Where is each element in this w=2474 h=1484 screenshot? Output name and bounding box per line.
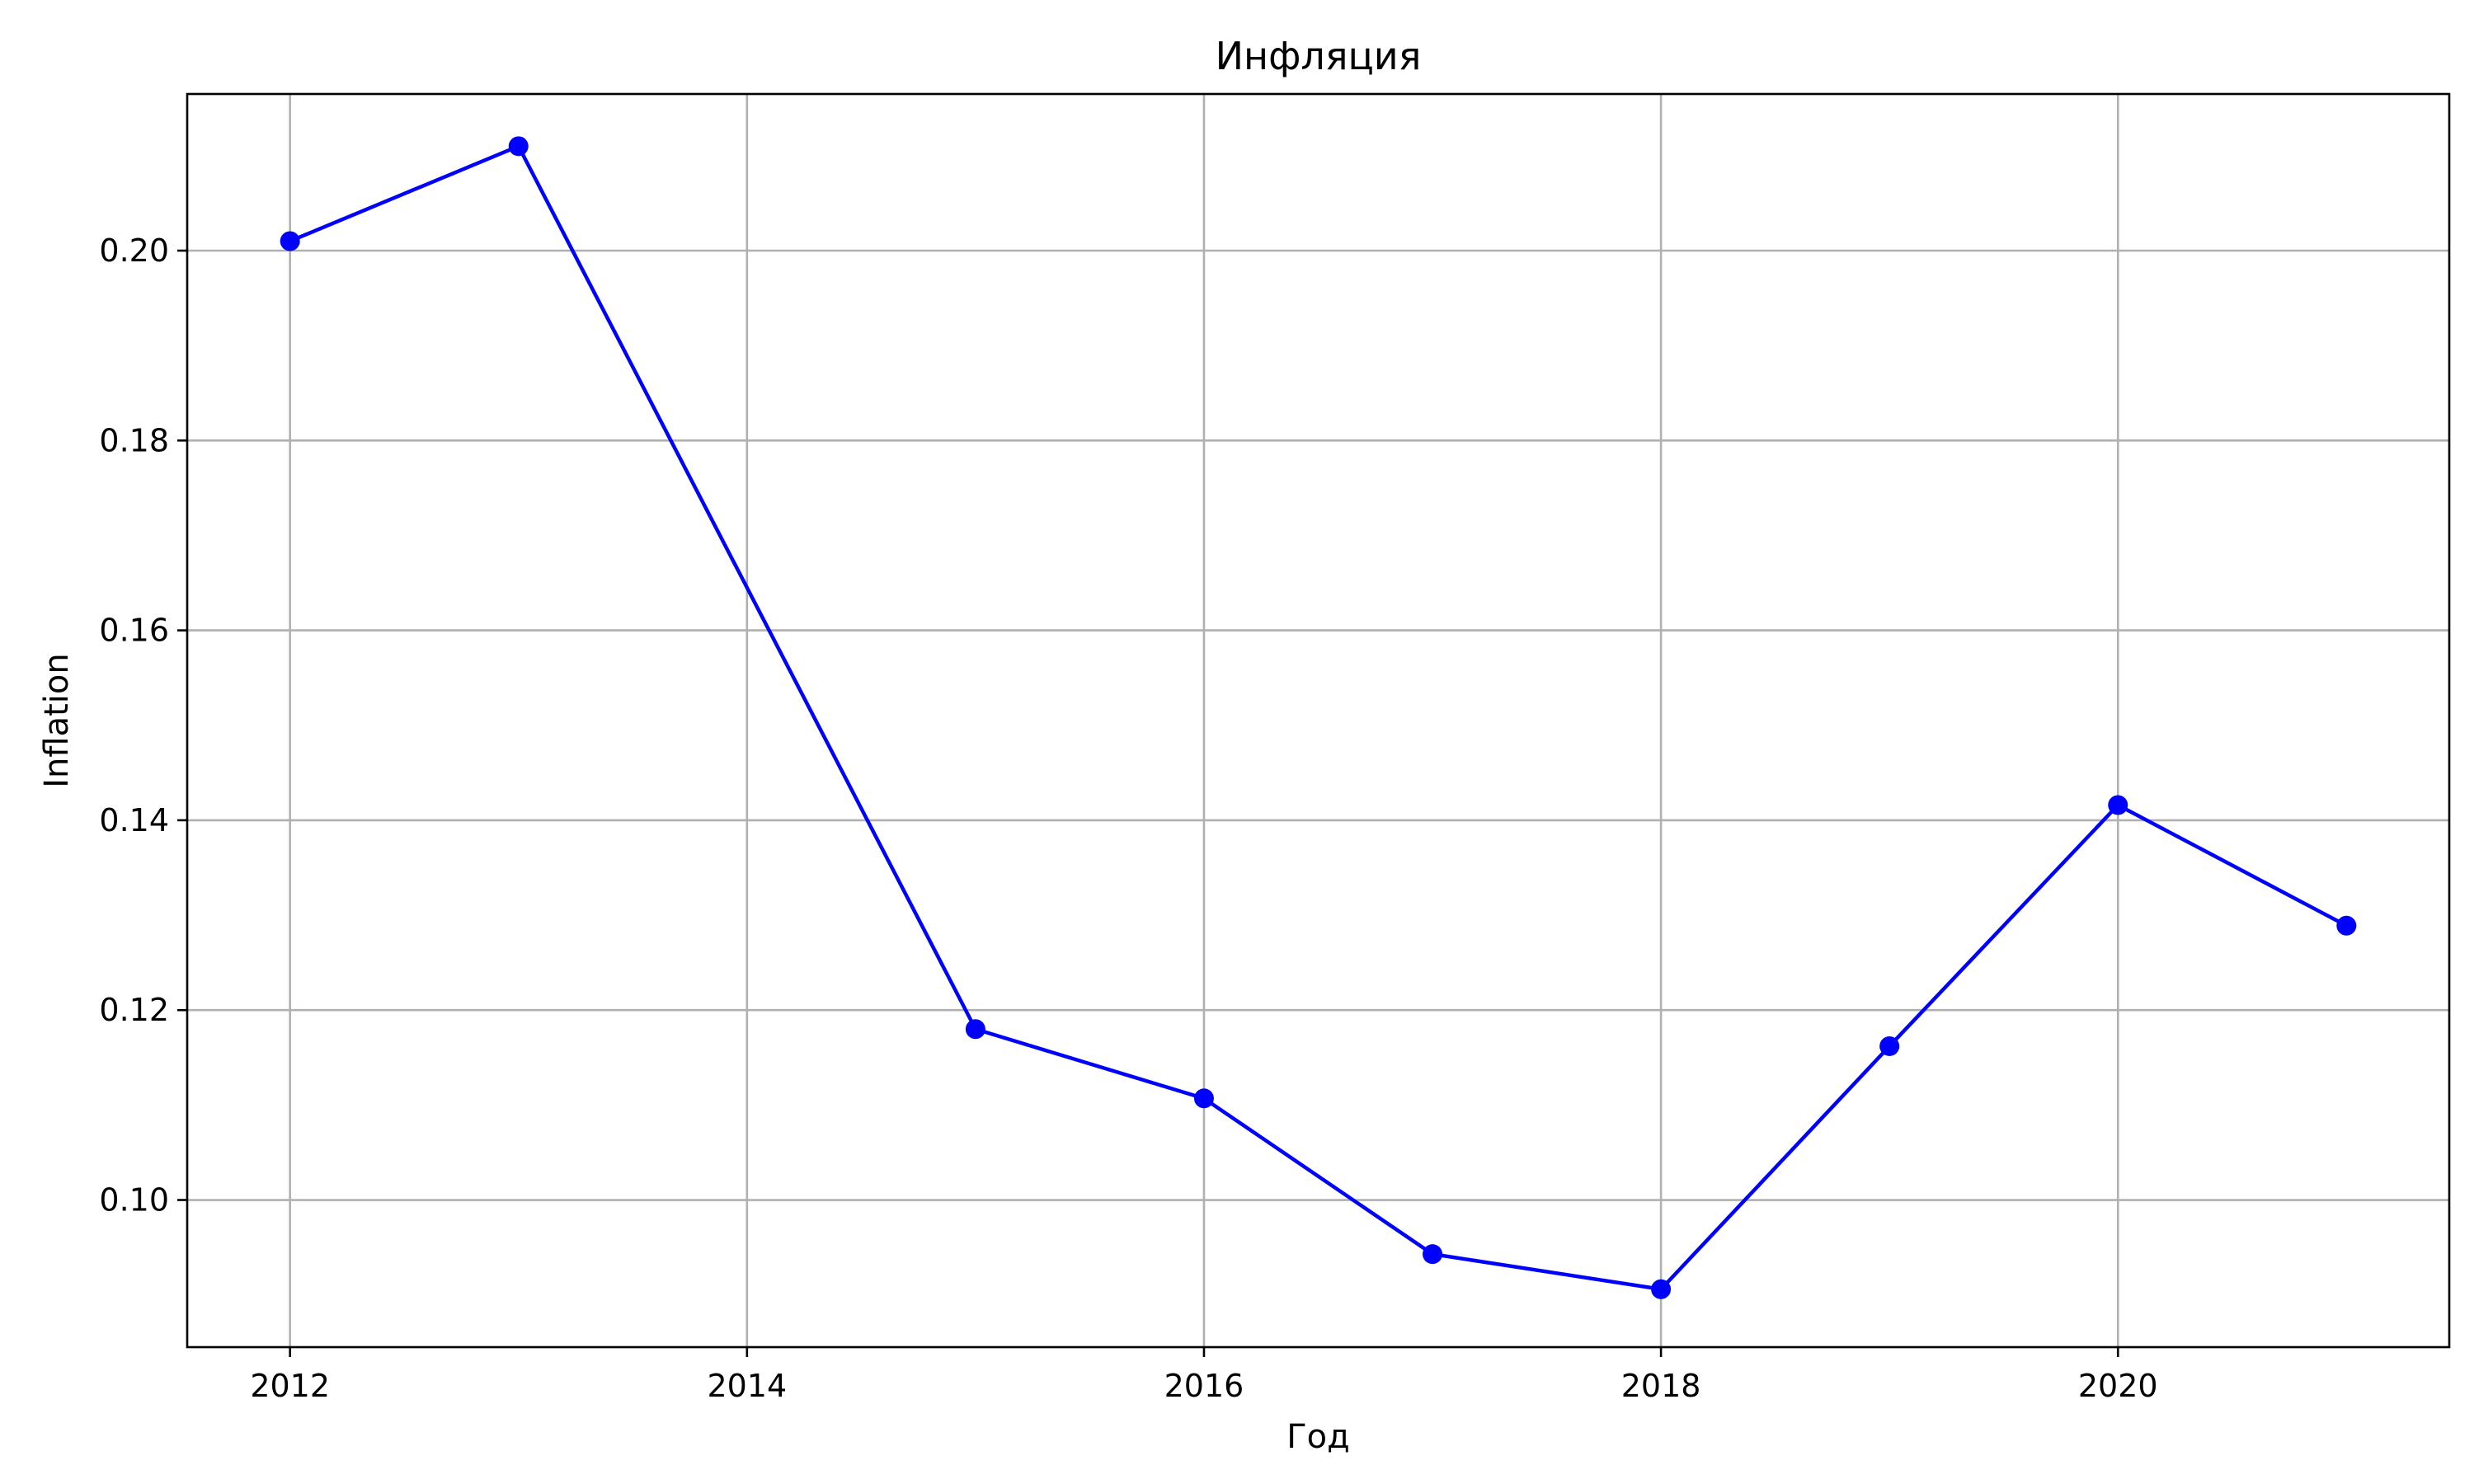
x-tick-label: 2012 bbox=[250, 1368, 330, 1404]
data-point bbox=[965, 1019, 985, 1040]
y-grid bbox=[187, 249, 2449, 1201]
series-layer bbox=[280, 136, 2357, 1299]
x-axis-ticks: 2012 2014 2016 2018 2020 bbox=[250, 1347, 2158, 1404]
y-axis-ticks: 0.10 0.12 0.14 0.16 0.18 0.20 bbox=[99, 232, 187, 1219]
data-point bbox=[280, 231, 300, 251]
data-point bbox=[2108, 795, 2128, 815]
data-point bbox=[1423, 1244, 1443, 1265]
x-tick-label: 2016 bbox=[1164, 1368, 1244, 1404]
y-tick-label: 0.14 bbox=[99, 802, 169, 838]
chart-title: Инфляция bbox=[1216, 34, 1422, 78]
y-tick-label: 0.16 bbox=[99, 613, 169, 649]
data-point bbox=[1193, 1088, 1214, 1109]
x-axis-label: Год bbox=[1286, 1418, 1350, 1456]
y-axis-label: Inflation bbox=[38, 653, 76, 787]
plot-area-frame bbox=[186, 92, 2451, 1349]
y-tick-label: 0.12 bbox=[99, 992, 169, 1028]
data-point bbox=[1879, 1036, 1900, 1056]
y-tick-label: 0.18 bbox=[99, 422, 169, 458]
y-tick-label: 0.10 bbox=[99, 1182, 169, 1219]
x-grid bbox=[289, 94, 2119, 1347]
x-tick-label: 2014 bbox=[707, 1368, 787, 1404]
x-tick-label: 2020 bbox=[2078, 1368, 2158, 1404]
x-tick-label: 2018 bbox=[1621, 1368, 1701, 1404]
y-tick-label: 0.20 bbox=[99, 232, 169, 269]
data-point bbox=[2336, 915, 2357, 936]
data-point bbox=[1651, 1279, 1672, 1299]
data-point bbox=[508, 136, 529, 157]
